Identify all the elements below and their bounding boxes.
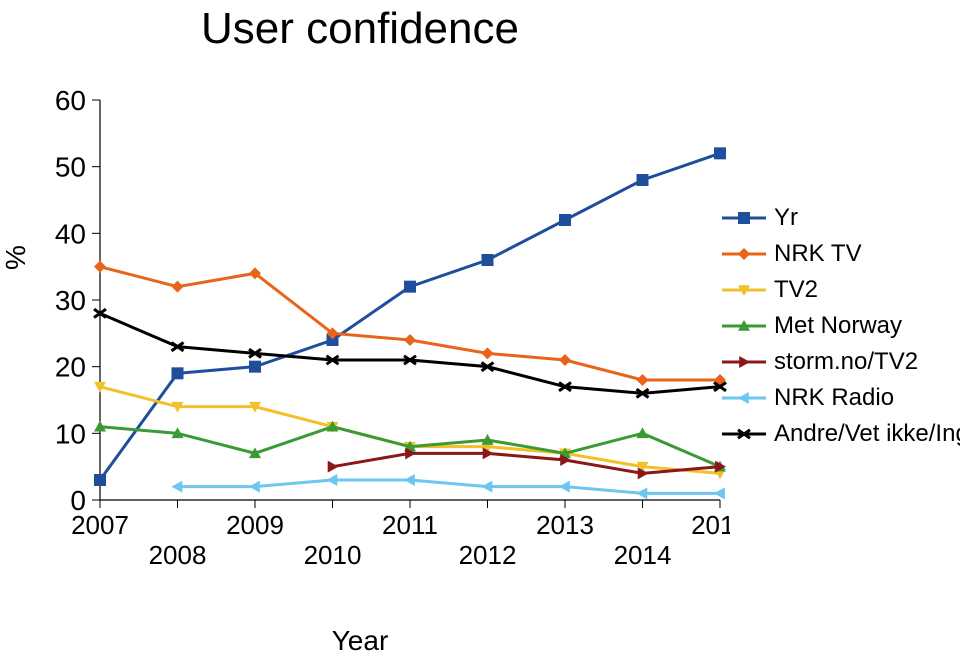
- legend-label-storm: storm.no/TV2: [774, 348, 918, 376]
- legend-item-andre: Andre/Vet ikke/Ingen: [720, 416, 950, 452]
- svg-text:50: 50: [55, 152, 86, 183]
- legend-swatch-storm: [720, 352, 768, 372]
- legend-label-met: Met Norway: [774, 312, 902, 340]
- legend-swatch-andre: [720, 424, 768, 444]
- legend-swatch-nrkradio: [720, 388, 768, 408]
- svg-text:2010: 2010: [304, 540, 362, 570]
- svg-text:10: 10: [55, 418, 86, 449]
- chart-container: { "title": "User confidence", "ylabel": …: [0, 0, 960, 663]
- chart-title: User confidence: [0, 4, 720, 54]
- legend-item-storm: storm.no/TV2: [720, 344, 950, 380]
- legend-swatch-met: [720, 316, 768, 336]
- svg-text:2013: 2013: [536, 510, 594, 540]
- legend-label-tv2: TV2: [774, 276, 818, 304]
- svg-text:2007: 2007: [71, 510, 129, 540]
- svg-text:2015: 2015: [691, 510, 730, 540]
- legend-item-tv2: TV2: [720, 272, 950, 308]
- svg-text:2008: 2008: [149, 540, 207, 570]
- legend: Yr NRK TV TV2 Met Norway storm.no/TV2 NRK Rad…: [720, 200, 950, 452]
- legend-item-yr: Yr: [720, 200, 950, 236]
- legend-item-met: Met Norway: [720, 308, 950, 344]
- svg-text:60: 60: [55, 90, 86, 116]
- svg-text:30: 30: [55, 285, 86, 316]
- svg-text:20: 20: [55, 352, 86, 383]
- svg-text:2009: 2009: [226, 510, 284, 540]
- legend-swatch-nrktv: [720, 244, 768, 264]
- legend-swatch-yr: [720, 208, 768, 228]
- legend-label-andre: Andre/Vet ikke/Ingen: [774, 420, 960, 448]
- legend-label-yr: Yr: [774, 204, 798, 232]
- legend-swatch-tv2: [720, 280, 768, 300]
- chart-svg: 0102030405060200720092011201320152008201…: [10, 90, 730, 610]
- legend-item-nrktv: NRK TV: [720, 236, 950, 272]
- legend-label-nrkradio: NRK Radio: [774, 384, 894, 412]
- legend-item-nrkradio: NRK Radio: [720, 380, 950, 416]
- svg-text:2014: 2014: [614, 540, 672, 570]
- legend-label-nrktv: NRK TV: [774, 240, 862, 268]
- svg-text:2012: 2012: [459, 540, 517, 570]
- svg-text:40: 40: [55, 218, 86, 249]
- svg-text:2011: 2011: [382, 510, 438, 540]
